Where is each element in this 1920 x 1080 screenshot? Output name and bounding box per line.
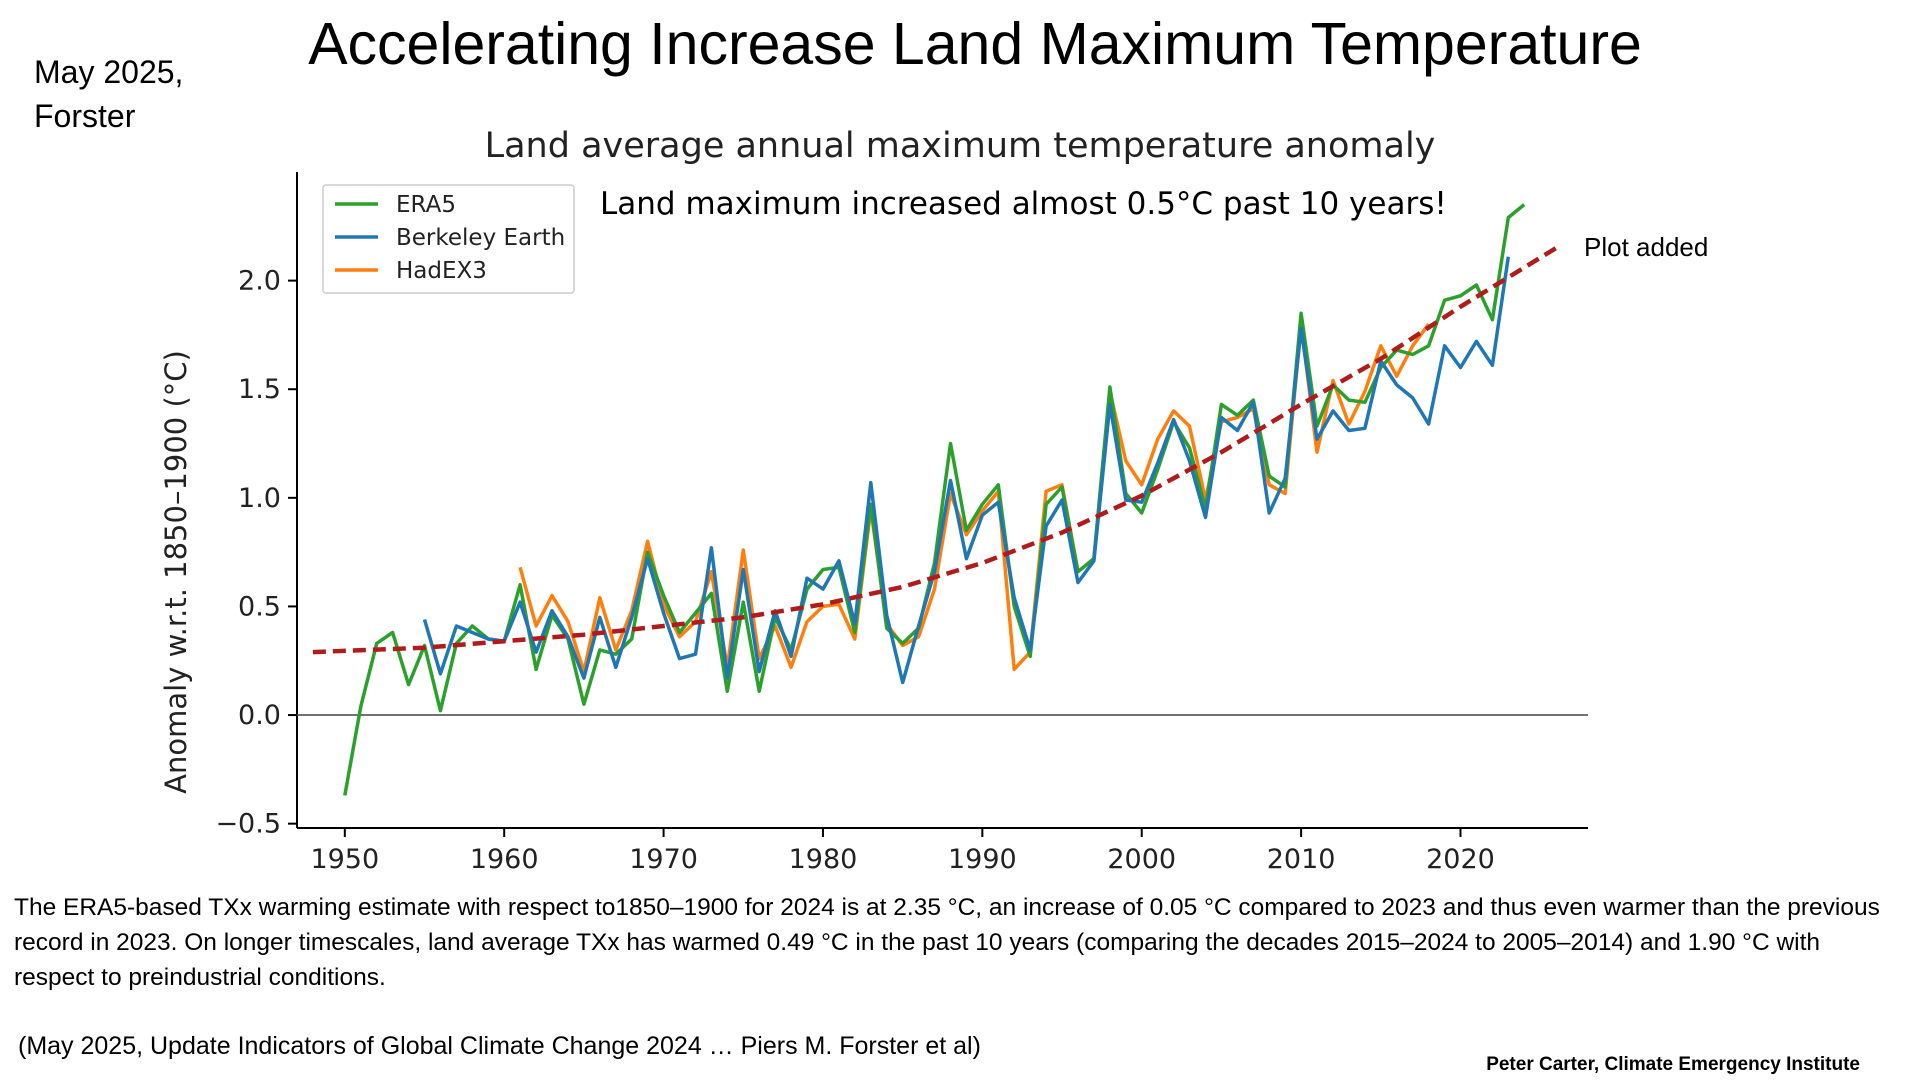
slide-title: Accelerating Increase Land Maximum Tempe… [308, 11, 1642, 77]
date-note-line2: Forster [34, 98, 136, 134]
y-tick-label: −0.5 [215, 809, 281, 840]
plot-added-note: Plot added [1584, 232, 1709, 262]
y-tick-label: 0.0 [238, 700, 281, 731]
y-tick-label: 1.0 [238, 483, 281, 514]
legend-box [322, 184, 575, 294]
y-axis-label: Anomaly w.r.t. 1850–1900 (°C) [159, 350, 193, 794]
chart-annotation: Land maximum increased almost 0.5°C past… [600, 186, 1447, 222]
trend-curve [312, 246, 1558, 655]
credit: Peter Carter, Climate Emergency Institut… [1486, 1054, 1860, 1075]
summary-paragraph: The ERA5-based TXx warming estimate with… [14, 894, 1880, 991]
x-tick-label: 1970 [629, 844, 698, 875]
x-tick-label: 1990 [948, 844, 1017, 875]
legend-label-berkeley-earth: Berkeley Earth [396, 225, 565, 251]
berkeley-earth-line [422, 256, 1511, 685]
chart-title: Land average annual maximum temperature … [485, 126, 1436, 166]
y-tick-label: 1.5 [238, 374, 281, 405]
hadex3-line [518, 322, 1431, 674]
legend-label-hadex3: HadEX3 [396, 258, 487, 284]
axes: −0.5 0.0 0.5 1.0 1.5 2.0 1950 1960 1970 1980 1990 2… [215, 172, 1588, 875]
x-tick-label: 1960 [470, 844, 539, 875]
x-tick-label: 2020 [1426, 844, 1495, 875]
date-note: May 2025, Forster [34, 50, 183, 138]
x-tick-label: 1980 [789, 844, 858, 875]
series-lines [312, 203, 1558, 796]
legend-label-era5: ERA5 [396, 192, 456, 218]
y-tick-label: 0.5 [238, 591, 281, 622]
x-tick-label: 2000 [1107, 844, 1176, 875]
legend: ERA5 Berkeley Earth HadEX3 [322, 184, 575, 294]
y-tick-label: 2.0 [238, 266, 281, 297]
x-tick-label: 1950 [310, 844, 379, 875]
citation: (May 2025, Update Indicators of Global C… [18, 1032, 981, 1060]
date-note-line1: May 2025, [34, 54, 184, 90]
x-tick-label: 2010 [1267, 844, 1336, 875]
